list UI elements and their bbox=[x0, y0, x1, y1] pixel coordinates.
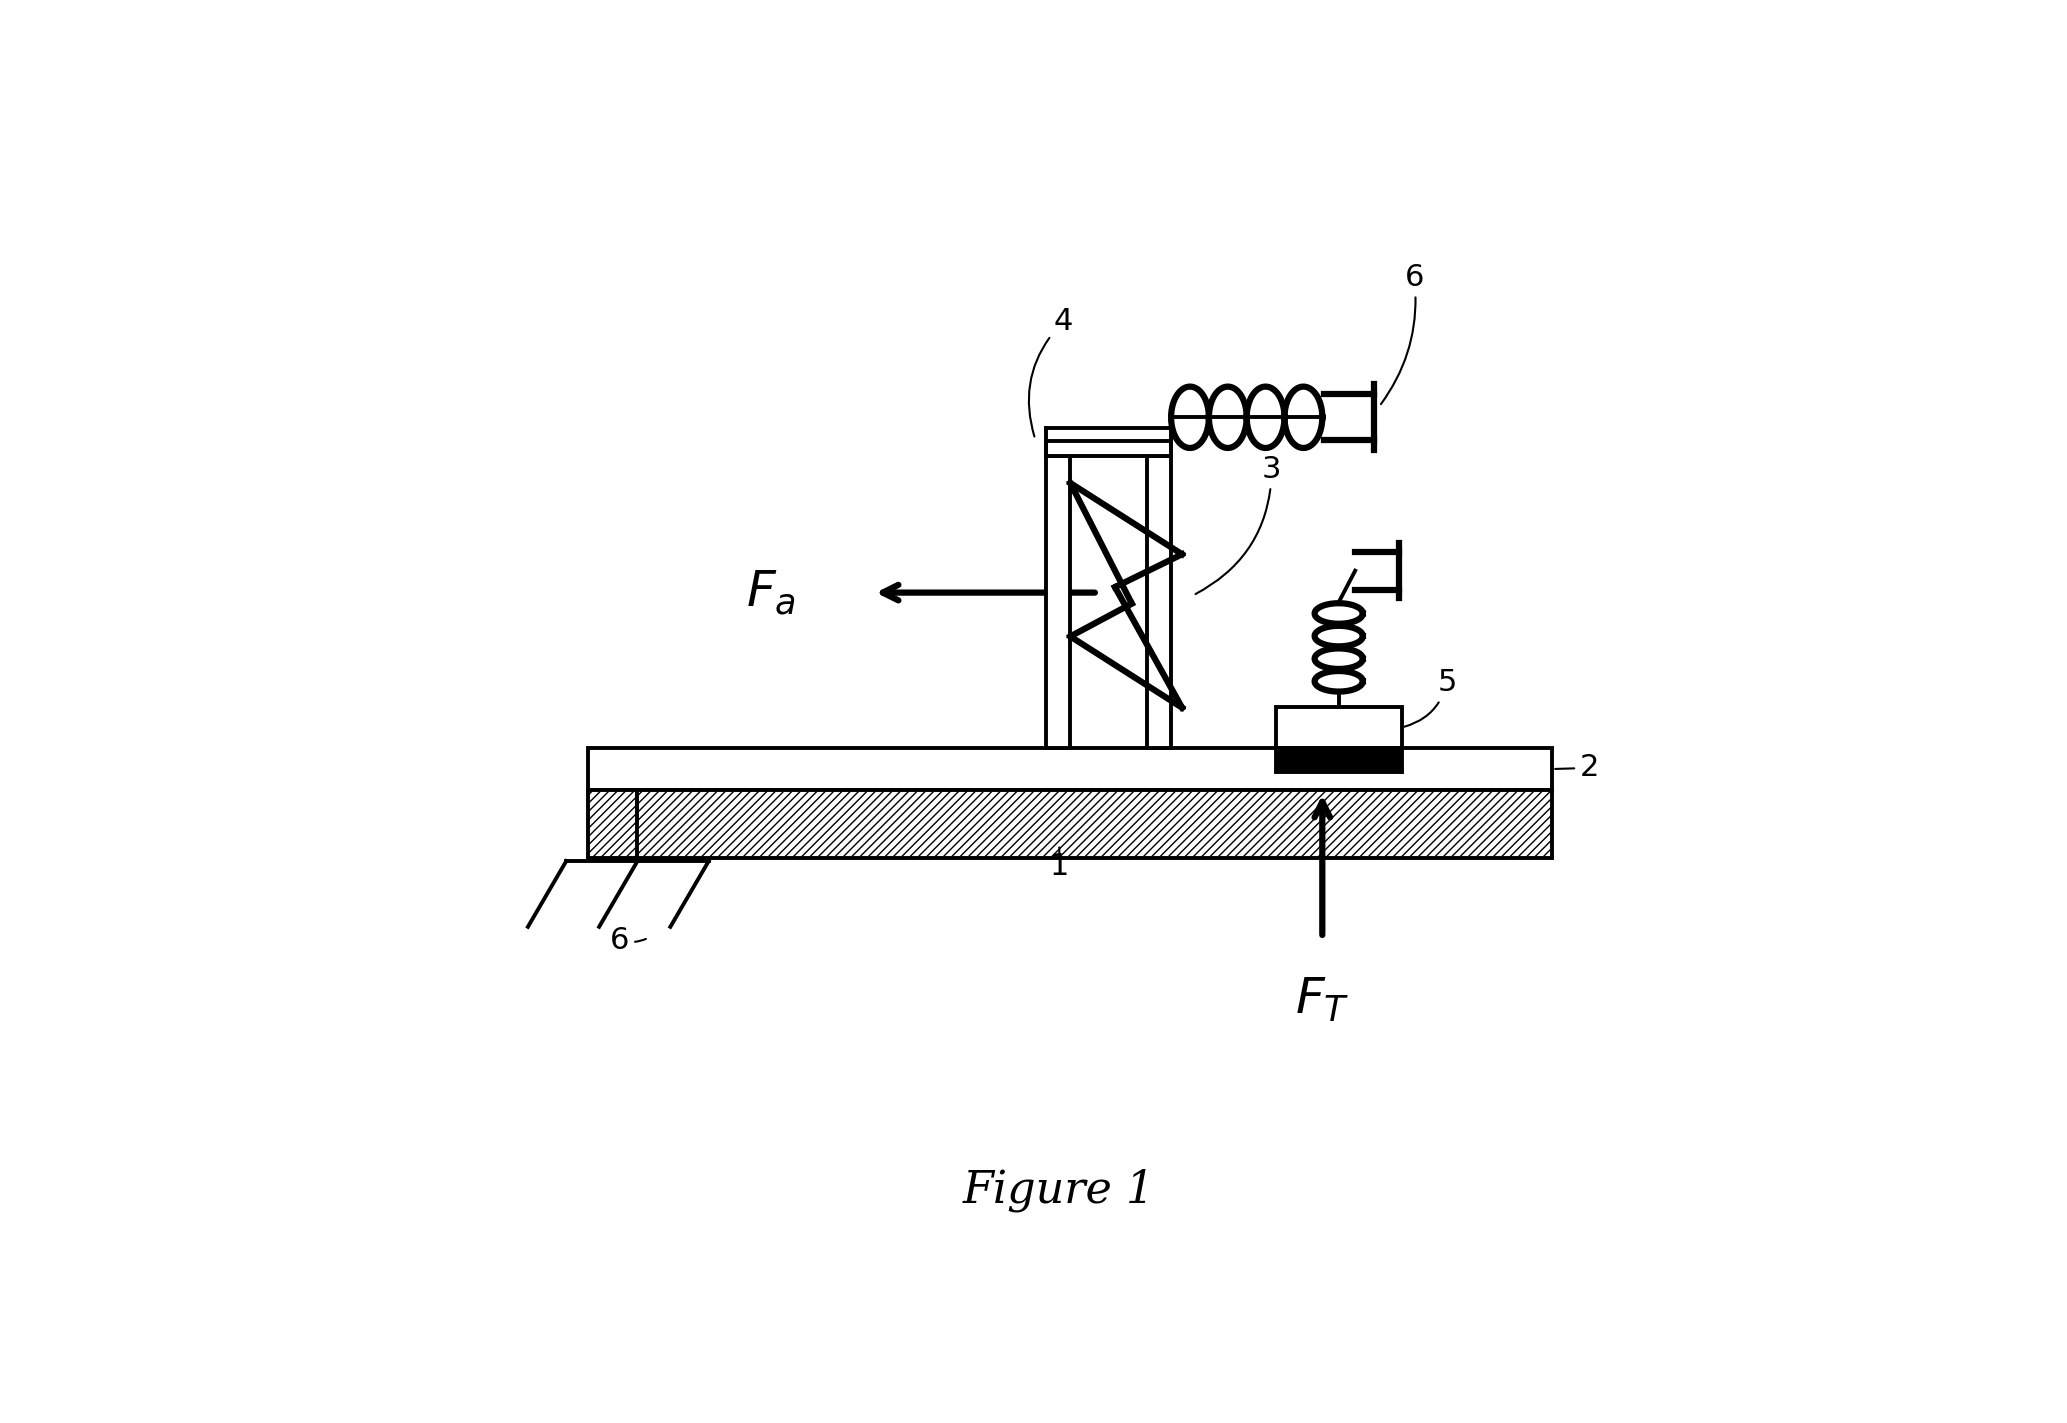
Bar bbox=[1275, 707, 1401, 748]
Text: 5: 5 bbox=[1403, 669, 1457, 727]
Text: $\mathit{F}_\mathit{a}$: $\mathit{F}_\mathit{a}$ bbox=[746, 568, 796, 618]
Bar bbox=[589, 748, 1552, 790]
Text: 1: 1 bbox=[1050, 852, 1069, 881]
Text: 6: 6 bbox=[1381, 263, 1424, 404]
Bar bbox=[1147, 455, 1172, 748]
Bar bbox=[1275, 748, 1401, 773]
Bar bbox=[1046, 455, 1071, 748]
Bar bbox=[589, 790, 1552, 858]
Text: 4: 4 bbox=[1029, 306, 1073, 437]
Text: Figure 1: Figure 1 bbox=[963, 1168, 1155, 1211]
Bar bbox=[1046, 441, 1172, 455]
Text: 6: 6 bbox=[610, 926, 645, 955]
Text: 2: 2 bbox=[1554, 753, 1600, 783]
Text: 3: 3 bbox=[1195, 454, 1282, 593]
Text: $\mathit{F}_\mathit{T}$: $\mathit{F}_\mathit{T}$ bbox=[1296, 976, 1350, 1025]
